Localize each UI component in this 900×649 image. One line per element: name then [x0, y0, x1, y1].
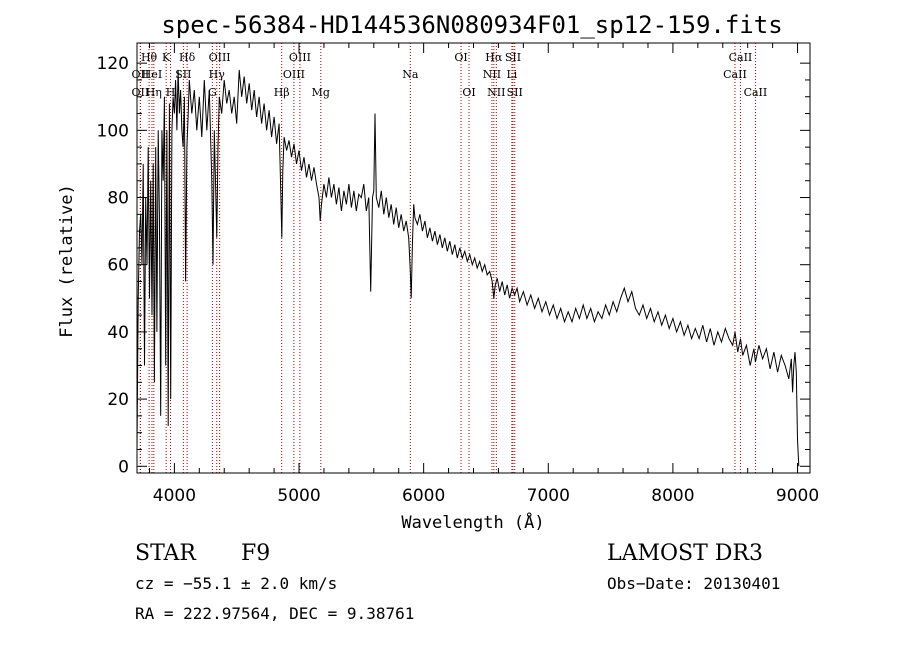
survey-name: LAMOST DR3 — [607, 541, 763, 566]
spectral-line-label-20: NII — [483, 68, 501, 81]
object-type: STAR — [135, 541, 197, 566]
y-axis-label: Flux (relative) — [57, 184, 77, 338]
chart-title: spec-56384-HD144536N080934F01_sp12-159.f… — [161, 11, 782, 39]
spectral-line-label-19: Hα — [485, 51, 503, 64]
x-tick-label-3: 7000 — [527, 486, 570, 506]
spectral-line-label-23: Li — [506, 68, 517, 81]
y-tick-label-2: 40 — [107, 323, 129, 343]
spectral-line-label-8: Hδ — [179, 51, 196, 64]
spectral-line-label-18: OI — [462, 86, 475, 99]
spectral-line-label-0: OII — [132, 86, 150, 99]
spectral-line-label-11: G — [208, 86, 217, 99]
spectral-line-label-14: OIII — [283, 68, 305, 81]
x-tick-label-2: 6000 — [402, 486, 445, 506]
spectral-line-label-12: Hβ — [274, 86, 290, 99]
spectral-line-label-1: Hθ — [141, 51, 158, 64]
spectral-line-label-3: HeI — [142, 68, 162, 81]
y-tick-label-4: 80 — [107, 189, 129, 209]
spectral-subclass: F9 — [241, 541, 270, 566]
spectral-line-label-10: Hγ — [209, 68, 226, 81]
x-tick-label-1: 5000 — [277, 486, 320, 506]
spectrum-line — [136, 69, 800, 467]
spectral-line-label-25: CaII — [729, 51, 753, 64]
redshift-cz: cz = −55.1 ± 2.0 km/s — [135, 574, 337, 593]
spectral-line-label-22: SII — [505, 51, 521, 64]
spectral-line-label-21: NII — [487, 86, 505, 99]
y-axis-ticks: 0 20 40 60 80 100 120 — [97, 54, 810, 477]
spectral-line-label-24: SII — [507, 86, 523, 99]
x-tick-label-5: 9000 — [776, 486, 819, 506]
x-tick-label-4: 8000 — [651, 486, 694, 506]
x-axis-label: Wavelength (Å) — [401, 511, 544, 533]
spectral-line-label-17: OI — [454, 51, 467, 64]
spectral-line-label-27: CaII — [744, 86, 768, 99]
spectral-line-label-6: H — [166, 86, 176, 99]
y-tick-label-1: 20 — [107, 390, 129, 410]
spectral-line-label-9: OIII — [209, 51, 231, 64]
y-tick-label-3: 60 — [107, 256, 129, 276]
y-tick-label-5: 100 — [97, 121, 129, 141]
spectral-line-label-16: Na — [402, 68, 419, 81]
x-tick-label-0: 4000 — [153, 486, 196, 506]
spectral-line-label-13: OIII — [289, 51, 311, 64]
coordinates: RA = 222.97564, DEC = 9.38761 — [135, 604, 414, 623]
x-axis-ticks: 4000 5000 6000 7000 8000 9000 — [148, 43, 819, 506]
y-tick-label-6: 120 — [97, 54, 129, 74]
spectral-line-label-5: K — [162, 51, 171, 64]
spectral-line-label-7: SII — [175, 68, 191, 81]
spectral-line-label-15: Mg — [312, 86, 330, 99]
y-tick-label-0: 0 — [118, 457, 129, 477]
spectral-line-label-4: Hη — [146, 86, 162, 99]
observation-date: Obs−Date: 20130401 — [607, 574, 780, 593]
spectral-line-label-26: CaII — [723, 68, 747, 81]
spectral-line-label-2: OII — [132, 68, 150, 81]
